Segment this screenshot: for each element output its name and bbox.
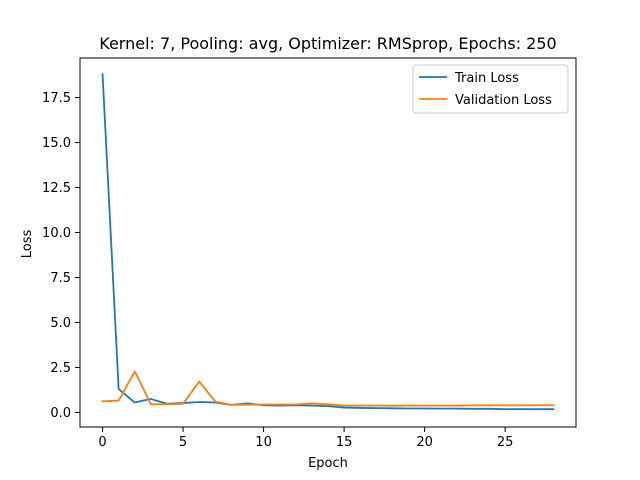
series-line-validation-loss (101, 370, 555, 407)
y-axis-label: Loss (20, 230, 35, 259)
y-tick-label: 5.0 (50, 316, 71, 331)
y-tick-label: 7.5 (50, 271, 71, 286)
y-tick-label: 10.0 (42, 226, 71, 241)
x-tick-label: 10 (255, 435, 272, 450)
y-tick-label: 15.0 (42, 136, 71, 151)
axes: 0 5 10 15 20 25 0.0 2.5 5.0 7.5 10.0 12.5 15.0 17.5 (42, 57, 577, 450)
axes-frame (79, 57, 577, 428)
x-tick-label: 0 (98, 435, 106, 450)
legend-label: Validation Loss (455, 93, 552, 108)
x-tick-label: 15 (336, 435, 353, 450)
legend: Train Loss Validation Loss (412, 64, 569, 114)
plot-area (101, 73, 555, 411)
x-tick-label: 25 (497, 435, 514, 450)
x-tick-label: 5 (179, 435, 187, 450)
y-tick-label: 17.5 (42, 91, 71, 106)
x-axis-label: Epoch (308, 456, 348, 471)
legend-box (412, 64, 569, 114)
y-tick-label: 12.5 (42, 181, 71, 196)
y-tick-label: 0.0 (50, 406, 71, 421)
x-tick-label: 20 (416, 435, 433, 450)
chart-title: Kernel: 7, Pooling: avg, Optimizer: RMSp… (99, 34, 556, 53)
y-tick-label: 2.5 (50, 361, 71, 376)
legend-label: Train Loss (454, 71, 519, 86)
